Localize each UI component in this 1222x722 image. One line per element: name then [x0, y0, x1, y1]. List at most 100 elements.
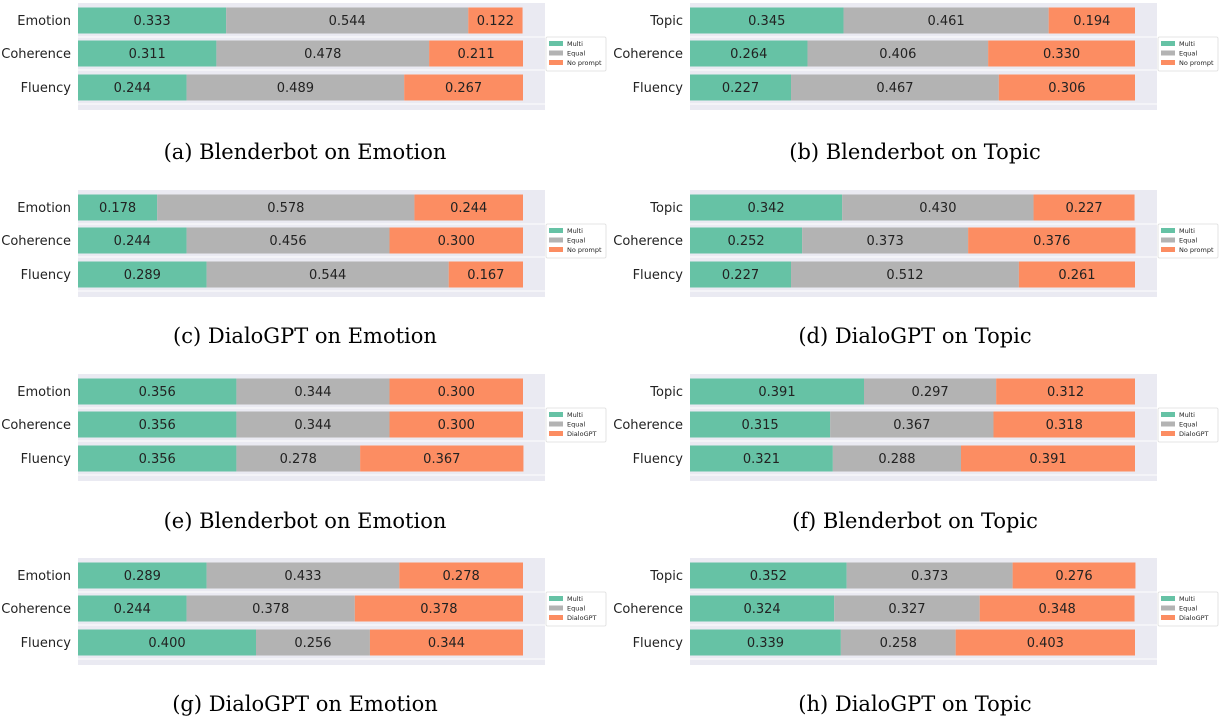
chart-f-data-label-third-0: 0.312 — [1047, 385, 1084, 400]
chart-f-bar-multi-1 — [690, 411, 831, 438]
chart-f-bar-equal-2 — [832, 445, 962, 472]
chart-b-bar-third-2 — [998, 74, 1135, 101]
chart-e-data-label-third-1: 0.300 — [438, 418, 475, 433]
chart-f-data-label-third-2: 0.391 — [1029, 452, 1066, 467]
chart-b-legend-label-multi: Multi — [1179, 40, 1195, 48]
chart-a-legend-swatch-multi — [549, 41, 563, 46]
chart-c-data-label-multi-1: 0.244 — [114, 234, 151, 249]
chart-a-data-label-multi-0: 0.333 — [133, 14, 170, 29]
chart-f-legend-label-equal: Equal — [1179, 421, 1197, 429]
chart-g-bar-equal-1 — [186, 595, 355, 622]
chart-b-data-label-equal-2: 0.467 — [876, 81, 913, 96]
caption-b: (b) Blenderbot on Topic — [789, 140, 1041, 164]
chart-c-tick-label-0: Emotion — [17, 201, 71, 216]
caption-c: (c) DialoGPT on Emotion — [173, 324, 437, 348]
chart-e-data-label-multi-2: 0.356 — [139, 452, 176, 467]
chart-d-data-label-third-1: 0.376 — [1033, 234, 1070, 249]
chart-b-bar-equal-2 — [791, 74, 999, 101]
chart-a-bar-third-1 — [429, 40, 523, 67]
chart-c-tick-label-2: Fluency — [21, 268, 72, 283]
chart-e-bar-equal-2 — [236, 445, 361, 472]
chart-c-legend-label-equal: Equal — [567, 237, 585, 245]
chart-h-legend-label-equal: Equal — [1179, 605, 1197, 613]
chart-a-bar-equal-1 — [216, 40, 430, 67]
caption-a: (a) Blenderbot on Emotion — [163, 140, 447, 164]
chart-d-data-label-equal-2: 0.512 — [886, 268, 923, 283]
chart-c-legend-swatch-multi — [549, 228, 563, 233]
chart-g-tick-label-0: Emotion — [17, 569, 71, 584]
chart-e-legend-swatch-third — [549, 431, 563, 436]
chart-h-bar-equal-0 — [846, 562, 1013, 589]
chart-g-bar-third-1 — [354, 595, 523, 622]
panel-a: Emotion 0.333 0.544 0.122 Coherence 0.311 0.47… — [0, 0, 610, 118]
caption-d: (d) DialoGPT on Topic — [798, 324, 1032, 348]
chart-h-bar-third-2 — [955, 629, 1135, 656]
chart-c-legend-label-third: No prompt — [567, 246, 602, 254]
chart-d-tick-label-1: Coherence — [613, 234, 683, 249]
chart-g-bar-multi-0 — [78, 562, 207, 589]
panel-d: Topic 0.342 0.430 0.227 Coherence 0.252 0.373 0… — [612, 187, 1222, 305]
chart-h-bar-third-1 — [979, 595, 1135, 622]
chart-a-legend-label-multi: Multi — [567, 40, 583, 48]
chart-f-bar-multi-0 — [690, 378, 864, 405]
chart-a-tick-label-0: Emotion — [17, 14, 71, 29]
chart-b-legend-label-third: No prompt — [1179, 59, 1214, 67]
chart-e-legend-label-third: DialoGPT — [567, 430, 597, 438]
chart-d-data-label-equal-0: 0.430 — [919, 201, 956, 216]
chart-c-bar-third-2 — [448, 261, 523, 288]
chart-e-tick-label-2: Fluency — [21, 452, 72, 467]
chart-b-bar-multi-2 — [690, 74, 792, 101]
chart-e-bar-multi-1 — [78, 411, 237, 438]
chart-d-data-label-equal-1: 0.373 — [867, 234, 904, 249]
chart-f-legend-label-multi: Multi — [1179, 411, 1195, 419]
chart-b-tick-label-0: Topic — [649, 14, 683, 29]
chart-c-data-label-multi-2: 0.289 — [124, 268, 161, 283]
chart-e-bar-third-2 — [360, 445, 524, 472]
chart-d-legend-label-equal: Equal — [1179, 237, 1197, 245]
chart-a-bar-third-0 — [468, 7, 523, 34]
chart-c-bar-multi-2 — [78, 261, 207, 288]
chart-e-data-label-third-0: 0.300 — [438, 385, 475, 400]
chart-e-data-label-equal-0: 0.344 — [294, 385, 331, 400]
chart-c-legend-swatch-equal — [549, 237, 563, 243]
chart-d-tick-label-2: Fluency — [633, 268, 684, 283]
chart-h-legend-swatch-equal — [1161, 605, 1175, 611]
chart-c-tick-label-1: Coherence — [1, 234, 71, 249]
chart-h-bar-multi-1 — [690, 595, 835, 622]
chart-c-legend-label-multi: Multi — [567, 227, 583, 235]
chart-a-data-label-multi-1: 0.311 — [129, 47, 166, 62]
chart-b-data-label-equal-1: 0.406 — [879, 47, 916, 62]
chart-h-data-label-third-0: 0.276 — [1055, 569, 1092, 584]
chart-c-data-label-equal-0: 0.578 — [267, 201, 304, 216]
chart-d-data-label-third-0: 0.227 — [1065, 201, 1102, 216]
panel-b: Topic 0.345 0.461 0.194 Coherence 0.264 0.406 0… — [612, 0, 1222, 118]
chart-g-data-label-multi-2: 0.400 — [148, 636, 185, 651]
chart-d-data-label-multi-0: 0.342 — [747, 201, 784, 216]
chart-g-legend-swatch-multi — [549, 596, 563, 601]
chart-f-data-label-equal-0: 0.297 — [911, 385, 948, 400]
caption-h: (h) DialoGPT on Topic — [798, 692, 1032, 716]
chart-a-data-label-multi-2: 0.244 — [114, 81, 151, 96]
chart-b-bar-third-0 — [1048, 7, 1135, 34]
chart-b-legend-swatch-third — [1161, 60, 1175, 65]
chart-b-bar-multi-0 — [690, 7, 844, 34]
chart-h-tick-label-1: Coherence — [613, 602, 683, 617]
chart-g-legend-swatch-third — [549, 615, 563, 620]
chart-c-data-label-third-1: 0.300 — [438, 234, 475, 249]
chart-e-bar-third-0 — [389, 378, 523, 405]
chart-c-data-label-third-0: 0.244 — [450, 201, 487, 216]
chart-f-tick-label-2: Fluency — [633, 452, 684, 467]
panel-g: Emotion 0.289 0.433 0.278 Coherence 0.244 0.37… — [0, 555, 610, 673]
chart-g-data-label-third-0: 0.278 — [443, 569, 480, 584]
chart-d-bar-multi-0 — [690, 194, 843, 221]
chart-b-bar-equal-0 — [843, 7, 1049, 34]
chart-d-bar-equal-2 — [791, 261, 1019, 288]
chart-d-bar-third-0 — [1033, 194, 1135, 221]
chart-h-svg: Topic 0.352 0.373 0.276 Coherence 0.324 0.327 0… — [613, 558, 1219, 665]
chart-e-tick-label-0: Emotion — [17, 385, 71, 400]
chart-g-data-label-multi-0: 0.289 — [124, 569, 161, 584]
chart-f-data-label-equal-2: 0.288 — [878, 452, 915, 467]
